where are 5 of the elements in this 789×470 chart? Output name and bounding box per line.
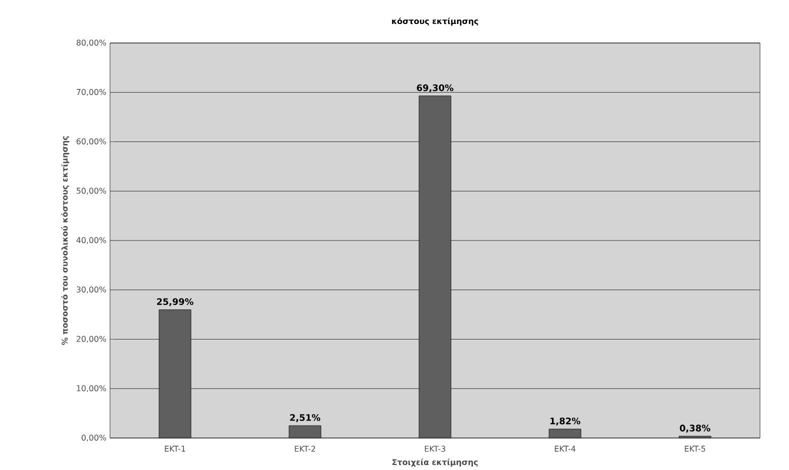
data-label: 2,51%	[290, 414, 320, 422]
data-label: 69,30%	[416, 84, 454, 92]
data-label: 25,99%	[157, 298, 194, 306]
data-label: 1,82%	[550, 418, 580, 426]
data-label: 0,38%	[680, 424, 710, 433]
